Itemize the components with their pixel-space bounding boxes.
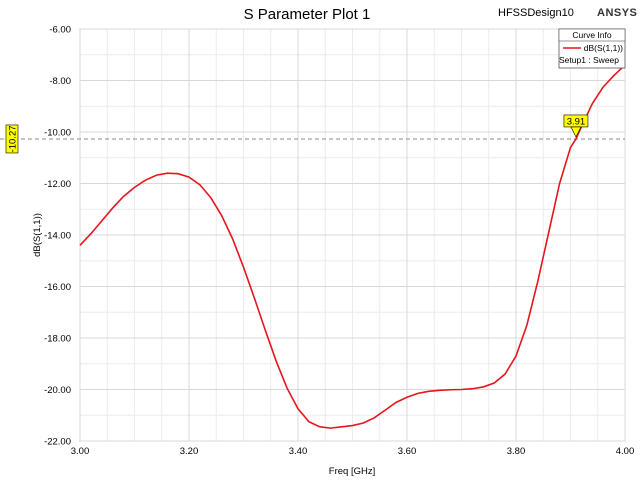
x-tick-label: 3.40 [289,446,308,457]
legend-title: Curve Info [572,30,611,40]
legend[interactable]: Curve Info dB(S(1,1)) Setup1 : Sweep [558,28,626,69]
y-tick-label: -22.00 [44,437,71,448]
y-tick-label: -12.00 [44,179,71,190]
marker-y-box [5,124,19,154]
series-line-s11[interactable] [79,64,626,429]
y-tick-label: -18.00 [44,334,71,345]
y-tick-label: -8.00 [49,76,71,87]
y-tick-label: -16.00 [44,282,71,293]
y-tick-label: -14.00 [44,231,71,242]
marker-y-value: -10.27 [8,125,19,152]
y-tick-labels: -6.00 -8.00 -10.00 -12.00 -14.00 -16.00 -18.00… [44,25,71,448]
marker-pointer-icon [570,126,582,138]
x-tick-label: 3.20 [180,446,199,457]
marker-x-value: 3.91 [567,116,586,127]
x-tick-label: 3.60 [398,446,417,457]
chart-title: S Parameter Plot 1 [244,6,371,23]
legend-title-bar [558,28,626,42]
design-name: HFSSDesign10 [498,7,574,19]
legend-subentry: Setup1 : Sweep [559,55,619,65]
x-tick-label: 3.00 [71,446,90,457]
y-tick-label: -20.00 [44,385,71,396]
y-tick-label: -10.00 [44,128,71,139]
x-axis-label: Freq [GHz] [329,466,375,477]
grid-lines [79,28,626,442]
y-tick-label: -6.00 [49,25,71,36]
marker-y-badge[interactable]: -10.27 [5,124,19,154]
x-tick-label: 4.00 [616,446,635,457]
y-axis-label: dB(S(1,1)) [32,213,43,257]
legend-entry: dB(S(1,1)) [584,43,623,53]
x-tick-labels: 3.00 3.20 3.40 3.60 3.80 4.00 [71,446,635,457]
x-tick-label: 3.80 [507,446,526,457]
brand-logo: ANSYS [597,7,637,19]
marker-x-badge[interactable]: 3.91 [563,114,589,138]
